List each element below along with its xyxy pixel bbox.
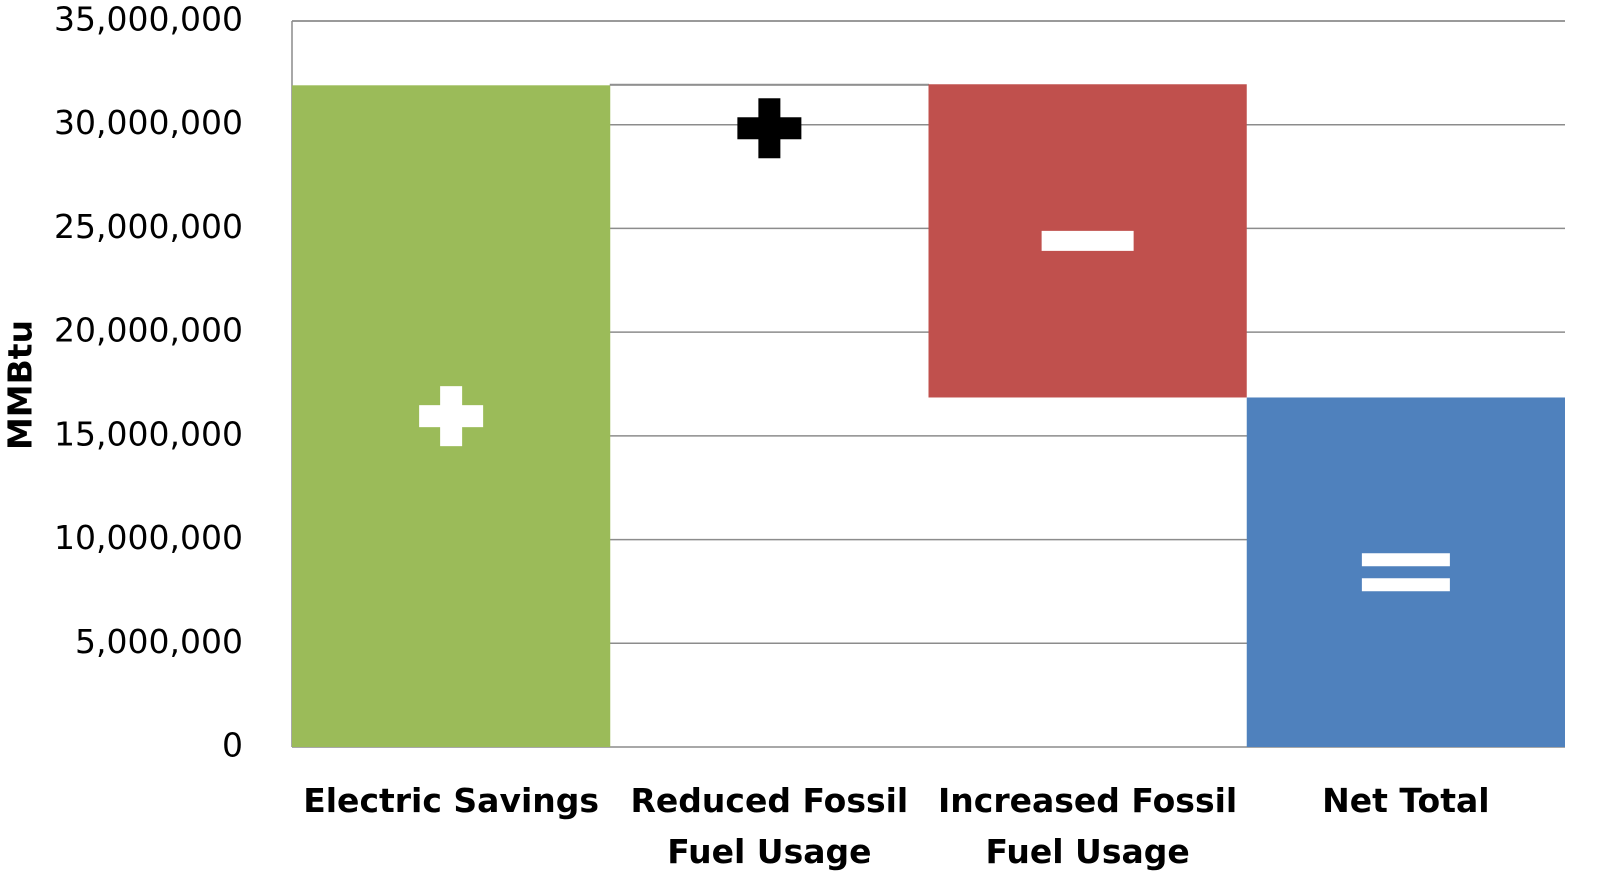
y-tick-label: 35,000,000	[54, 0, 243, 39]
operator-icon	[758, 98, 781, 159]
y-tick-label: 30,000,000	[54, 103, 243, 142]
y-tick-label: 15,000,000	[54, 414, 243, 453]
x-tick-label: Increased Fossil Fuel Usage	[938, 781, 1238, 871]
y-tick-label: 20,000,000	[54, 311, 243, 350]
x-tick-label: Electric Savings	[303, 781, 600, 820]
operator-icon	[1361, 578, 1450, 592]
operator-icon	[1361, 553, 1450, 567]
operator-icon	[1041, 230, 1134, 251]
y-tick-label: 0	[222, 726, 243, 765]
y-tick-label: 10,000,000	[54, 518, 243, 557]
bar	[609, 83, 929, 86]
x-tick-label: Reduced Fossil Fuel Usage	[630, 781, 909, 871]
x-tick-label: Net Total	[1322, 781, 1490, 820]
operator-icon	[440, 386, 463, 447]
y-tick-label: 5,000,000	[75, 622, 243, 661]
y-tick-label: 25,000,000	[54, 207, 243, 246]
y-axis-title: MMBtu	[1, 320, 40, 450]
bar	[1246, 397, 1565, 747]
